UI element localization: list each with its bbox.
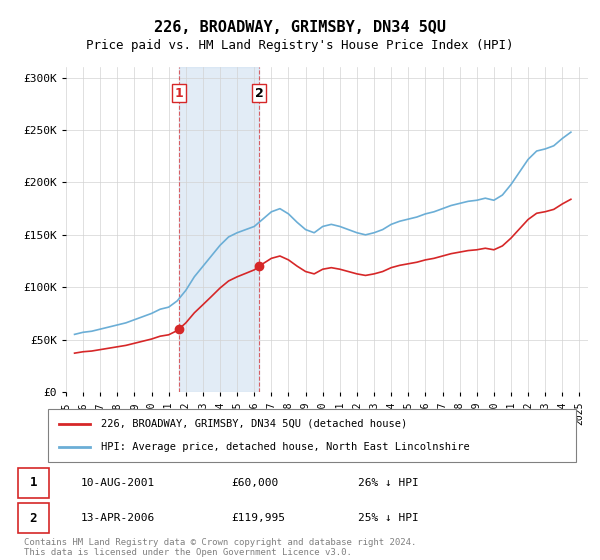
Text: 25% ↓ HPI: 25% ↓ HPI [358,513,418,523]
Text: 1: 1 [175,87,184,100]
FancyBboxPatch shape [48,409,576,462]
FancyBboxPatch shape [18,503,49,533]
Text: 26% ↓ HPI: 26% ↓ HPI [358,478,418,488]
Text: 2: 2 [29,511,37,525]
Text: HPI: Average price, detached house, North East Lincolnshire: HPI: Average price, detached house, Nort… [101,442,470,452]
Text: 1: 1 [29,477,37,489]
Text: 226, BROADWAY, GRIMSBY, DN34 5QU: 226, BROADWAY, GRIMSBY, DN34 5QU [154,20,446,35]
Bar [179,67,259,392]
Text: £60,000: £60,000 [231,478,278,488]
Text: £119,995: £119,995 [231,513,285,523]
Text: Contains HM Land Registry data © Crown copyright and database right 2024.
This d: Contains HM Land Registry data © Crown c… [24,538,416,557]
FancyBboxPatch shape [18,468,49,498]
Text: 10-AUG-2001: 10-AUG-2001 [81,478,155,488]
Text: 13-APR-2006: 13-APR-2006 [81,513,155,523]
Text: 2: 2 [254,87,263,100]
Text: Price paid vs. HM Land Registry's House Price Index (HPI): Price paid vs. HM Land Registry's House … [86,39,514,52]
Text: 226, BROADWAY, GRIMSBY, DN34 5QU (detached house): 226, BROADWAY, GRIMSBY, DN34 5QU (detach… [101,419,407,429]
